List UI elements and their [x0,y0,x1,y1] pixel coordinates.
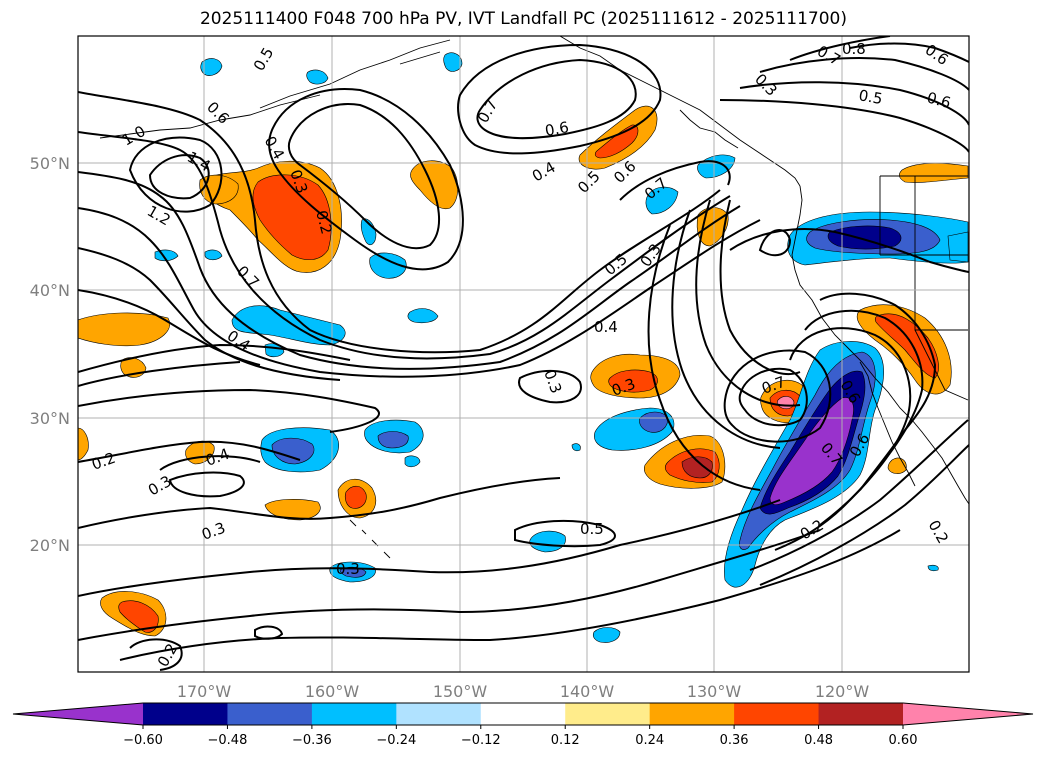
colorbar: −0.60 −0.48 −0.36 −0.24 −0.12 0.12 0.24 0.36 0.4… [12,702,1034,748]
colorbar-tick-label: 0.48 [804,733,833,748]
colorbar-tick-label: −0.12 [461,733,501,748]
colorbar-tick-label: −0.24 [376,733,416,748]
negative-anomaly-area [407,308,439,324]
colorbar-segment [734,703,820,725]
negative-anomaly-area [369,252,407,279]
colorbar-segment [818,703,904,725]
filled-contours [78,52,969,643]
colorbar-tick-label: 0.12 [551,733,580,748]
positive-anomaly-area [78,312,170,347]
map-panel: 1.0 1.4 1.2 0.6 0.5 0.4 0.3 0.2 0.7 0.4 … [78,36,969,672]
colorbar-segment [143,703,228,725]
positive-anomaly-core [118,600,159,633]
colorbar-tick-label: −0.60 [123,733,163,748]
latitude-label: 30°N [30,409,70,428]
contour-label: 0.6 [925,88,953,112]
negative-anomaly-area [927,564,939,572]
negative-anomaly-area [529,530,566,553]
positive-anomaly-peak [776,396,795,410]
colorbar-segment [649,703,735,725]
positive-anomaly-area [78,427,89,461]
colorbar-tick-label: −0.48 [208,733,248,748]
colorbar-tick-label: 0.60 [889,733,918,748]
longitude-label: 160°W [305,682,360,701]
positive-anomaly-core [608,369,658,393]
contour-label: 0.3 [336,560,360,578]
colorbar-segment [13,703,143,725]
negative-anomaly-area [306,69,329,85]
longitude-label: 120°W [815,682,870,701]
positive-anomaly-area [887,457,907,474]
latitude-label: 20°N [30,536,70,555]
colorbar-segment [311,703,397,725]
longitude-label: 130°W [687,682,742,701]
negative-anomaly-peak [769,397,854,505]
colorbar-tick-label: −0.36 [292,733,332,748]
contour-label: 0.4 [594,318,618,336]
colorbar-segment [227,703,313,725]
longitude-label: 140°W [560,682,615,701]
contour-label: 0.8 [842,40,866,58]
contour-label: 0.5 [580,520,604,538]
latitude-label: 50°N [30,154,70,173]
colorbar-tick-label: 0.24 [635,733,664,748]
map-title: 2025111400 F048 700 hPa PV, IVT Landfall… [199,9,847,29]
negative-anomaly-peak [827,225,902,250]
longitude-labels: 170°W 160°W 150°W 140°W 130°W 120°W [177,682,870,701]
negative-anomaly-area [645,186,679,215]
map-frame [77,35,970,673]
negative-anomaly-area [360,218,377,246]
positive-anomaly-core [594,124,639,159]
longitude-label: 170°W [177,682,232,701]
negative-anomaly-area [404,455,421,468]
negative-anomaly-area [443,52,463,72]
negative-anomaly-area [592,627,621,643]
colorbar-tick-label: 0.36 [720,733,749,748]
contour-label: 0.6 [544,118,571,140]
negative-anomaly-core [639,411,669,433]
positive-anomaly-area [899,163,969,183]
contour-label: 0.2 [312,208,336,236]
colorbar-segment [396,703,482,725]
longitude-label: 150°W [433,682,488,701]
colorbar-segment [565,703,651,725]
positive-anomaly-peak [681,456,713,479]
negative-anomaly-core [377,431,409,449]
latitude-labels: 50°N 40°N 30°N 20°N [30,154,70,555]
pv-contours [78,36,969,671]
negative-anomaly-core [271,437,315,465]
positive-anomaly-area [410,160,459,210]
colorbar-segment [480,703,566,725]
contour-label: 0.5 [857,86,884,108]
negative-anomaly-area [231,305,346,346]
positive-anomaly-core [252,174,332,260]
negative-anomaly-area [571,443,581,452]
negative-anomaly-area [204,249,223,261]
colorbar-segment [903,703,1033,725]
positive-anomaly-core [344,485,367,509]
negative-anomaly-area [200,58,223,76]
latitude-label: 40°N [30,281,70,300]
negative-anomaly-area [947,231,969,263]
coastlines [99,36,969,559]
